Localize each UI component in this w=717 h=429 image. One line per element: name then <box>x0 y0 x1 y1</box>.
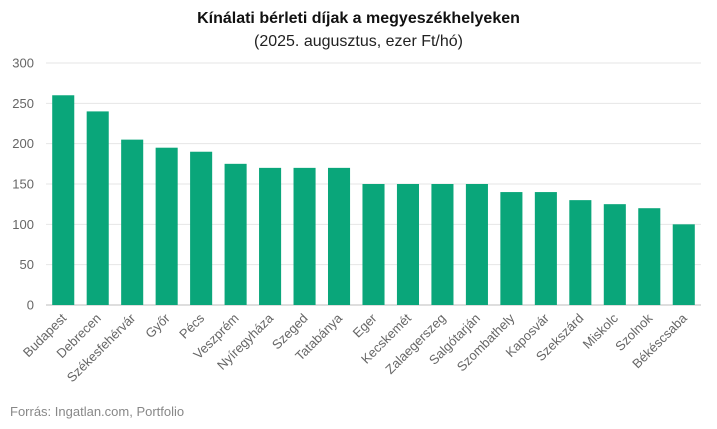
bars <box>52 95 695 306</box>
bar <box>569 200 592 305</box>
chart-title: Kínálati bérleti díjak a megyeszékhelyek… <box>197 10 520 27</box>
x-tick-label: Eger <box>350 310 380 340</box>
y-tick-label: 50 <box>20 257 34 272</box>
bar <box>396 184 420 305</box>
source-note: Forrás: Ingatlan.com, Portfolio <box>10 404 185 419</box>
bar <box>362 184 385 305</box>
bar <box>638 208 661 305</box>
bar <box>431 184 454 305</box>
y-tick-label: 200 <box>12 136 34 151</box>
x-tick-label: Pécs <box>176 310 207 341</box>
x-tick-label: Győr <box>142 310 173 341</box>
y-tick-label: 300 <box>12 56 34 71</box>
bar <box>603 204 626 305</box>
bar <box>500 192 523 305</box>
bar <box>86 111 109 306</box>
y-tick-label: 100 <box>12 217 34 232</box>
y-tick-label: 250 <box>12 96 34 111</box>
bar <box>465 184 488 305</box>
bar <box>224 163 247 305</box>
bar <box>327 167 351 305</box>
bar <box>52 95 75 306</box>
bar <box>293 167 316 305</box>
bar <box>121 139 144 305</box>
grid-lines <box>46 62 701 306</box>
y-tick-label: 150 <box>12 177 34 192</box>
bar <box>259 167 282 305</box>
bar <box>672 224 695 305</box>
bar <box>534 192 557 305</box>
y-tick-label: 0 <box>27 298 34 313</box>
y-axis-ticks: 0 50 100 150 200 250 300 <box>12 56 34 313</box>
chart-subtitle: (2025. augusztus, ezer Ft/hó) <box>254 33 463 50</box>
bar <box>155 147 178 305</box>
bar <box>190 151 213 305</box>
